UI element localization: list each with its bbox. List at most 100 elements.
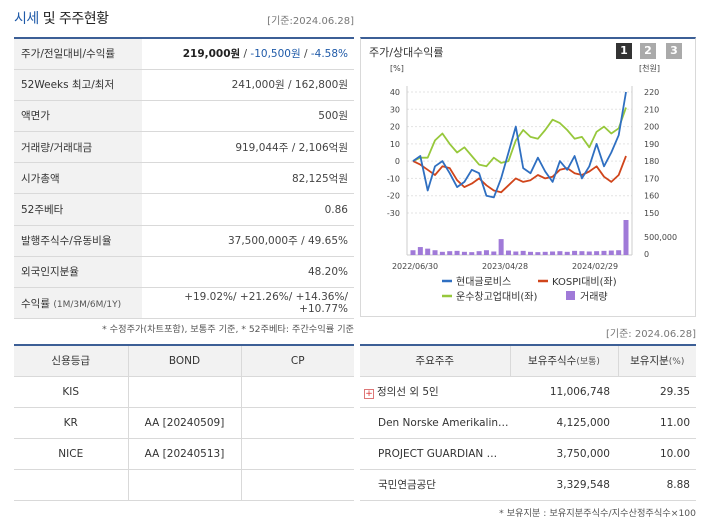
holders-footnote: * 보유지분 : 보유지분주식수/지수산정주식수×100: [499, 508, 696, 519]
base-date: [기준:2024.06.28]: [267, 16, 354, 27]
right-tick-label: 170: [644, 174, 659, 183]
credit-header-agency: 신용등급: [14, 345, 128, 377]
volume-tick-label: 500,000: [644, 233, 677, 242]
volume-bar: [491, 251, 497, 255]
chart-panel: [360, 37, 696, 317]
volume-bar: [586, 251, 592, 255]
volume-bar: [579, 251, 585, 255]
chart-legend: 현대글로비스 KOSPI대비(좌) 운수창고업대비(좌) 거래량: [442, 276, 617, 303]
holder-name: 국민연금공단: [378, 479, 436, 491]
legend-label: 운수창고업대비(좌): [456, 290, 538, 303]
foreign-value: 48.20%: [142, 256, 354, 289]
left-tick-label: -10: [387, 174, 400, 183]
foreign-row: 외국인지분율 48.20%: [14, 256, 354, 289]
w52-row: 52Weeks 최고/최저 241,000원 / 162,800원: [14, 69, 354, 101]
series-line: [412, 91, 627, 199]
legend-label: 현대글로비스: [456, 276, 511, 288]
credit-row: [14, 469, 354, 501]
left-tick-label: -30: [387, 209, 400, 218]
volume-bar: [557, 251, 563, 255]
right-axis-unit: [천원]: [639, 63, 660, 73]
volume-bar: [623, 220, 629, 255]
left-tick-label: -20: [387, 192, 400, 201]
price-row: 주가/전일대비/수익률 219,000원 / -10,500원 / -4.58%: [14, 38, 354, 70]
volume-bar: [498, 239, 504, 255]
volume-bar: [542, 251, 548, 255]
volume-row: 거래량/거래대금 919,044주 / 2,106억원: [14, 131, 354, 164]
volume-bar: [410, 250, 416, 255]
relative-return-chart: [%] [천원] 40 30 20 10 0 -10 -20 -30 220 210 200 190…: [387, 63, 677, 303]
holders-base-date: [기준: 2024.06.28]: [605, 329, 696, 340]
x-tick-label: 2022/06/30: [392, 262, 438, 271]
x-tick-label: 2023/04/28: [482, 262, 528, 271]
series-line: [412, 107, 627, 168]
chart-title: 주가/상대수익률: [369, 46, 444, 59]
chart-page-3-button[interactable]: 3: [666, 43, 682, 59]
major-shareholders-table: 주요주주 보유주식수(보통) 보유지분(%) + 정의선 외 5인 11,006,…: [360, 344, 696, 501]
left-tick-label: 30: [390, 105, 400, 114]
par-row: 액면가 500원: [14, 100, 354, 133]
beta-row: 52주베타 0.86: [14, 193, 354, 226]
w52-value: 241,000원 / 162,800원: [142, 69, 354, 101]
holder-name: PROJECT GUARDIAN …: [378, 447, 498, 460]
volume-bar: [476, 251, 482, 255]
credit-rating-table: 신용등급 BOND CP KIS KR AA [20240509] NICE AA …: [14, 344, 354, 501]
holders-header-name: 주요주주: [360, 345, 510, 377]
volume-bar: [454, 250, 460, 255]
price-label: 주가/전일대비/수익률: [14, 38, 142, 70]
volume-bar: [425, 248, 431, 255]
chart-page-1-button[interactable]: 1: [616, 43, 632, 59]
right-tick-label: 150: [644, 209, 659, 218]
credit-header-bond: BOND: [127, 345, 241, 377]
volume-bar: [572, 250, 578, 255]
volume-bar: [513, 251, 519, 255]
chart-page-2-button[interactable]: 2: [640, 43, 656, 59]
volume-bar: [432, 250, 438, 255]
volume-bar: [505, 250, 511, 255]
holder-row: 국민연금공단 3,329,548 8.88: [360, 469, 696, 501]
right-tick-label: 220: [644, 88, 659, 97]
credit-row: KR AA [20240509]: [14, 407, 354, 439]
x-tick-label: 2024/02/29: [572, 262, 618, 271]
volume-bar: [417, 247, 423, 255]
left-tick-label: 20: [390, 123, 400, 132]
credit-row: KIS: [14, 376, 354, 408]
volume-bar: [520, 250, 526, 255]
holder-name: Den Norske Amerikalin…: [378, 416, 508, 429]
volume-bar: [616, 250, 622, 255]
legend-label: 거래량: [580, 291, 608, 303]
price-footnote: * 수정주가(차트포함), 보통주 기준, * 52주베타: 주간수익률 기준: [102, 324, 354, 335]
volume-bar: [469, 252, 475, 255]
legend-swatch: [566, 291, 575, 300]
section-title: 시세 및 주주현황: [14, 11, 109, 27]
volume-bar: [608, 250, 614, 255]
left-tick-label: 0: [395, 157, 400, 166]
holder-name: 정의선 외 5인: [377, 386, 439, 398]
price-value: 219,000원 / -10,500원 / -4.58%: [142, 38, 354, 70]
shares-row: 발행주식수/유동비율 37,500,000주 / 49.65%: [14, 225, 354, 257]
beta-value: 0.86: [142, 193, 354, 226]
right-tick-label: 210: [644, 105, 659, 114]
holder-row: PROJECT GUARDIAN … 3,750,000 10.00: [360, 438, 696, 470]
holder-row: Den Norske Amerikalin… 4,125,000 11.00: [360, 407, 696, 439]
volume-bar: [535, 252, 541, 255]
right-tick-label: 200: [644, 123, 659, 132]
price-info-table: 주가/전일대비/수익률 219,000원 / -10,500원 / -4.58%…: [14, 37, 354, 320]
credit-header-cp: CP: [240, 345, 354, 377]
volume-bar: [594, 251, 600, 255]
chart-grid: [406, 86, 633, 256]
expand-holder-icon[interactable]: +: [364, 389, 374, 399]
left-axis-unit: [%]: [390, 64, 404, 73]
holder-row: + 정의선 외 5인 11,006,748 29.35: [360, 376, 696, 408]
legend-label: KOSPI대비(좌): [552, 276, 617, 288]
return-row: 수익률 (1M/3M/6M/1Y) +19.02%/ +21.26%/ +14.…: [14, 287, 354, 320]
right-tick-label: 160: [644, 192, 659, 201]
volume-bar: [528, 251, 534, 255]
holders-header-pct: 보유지분(%): [617, 345, 696, 377]
volume-value: 919,044주 / 2,106억원: [142, 131, 354, 164]
mcap-value: 82,125억원: [142, 162, 354, 195]
volume-bar: [461, 251, 467, 255]
volume-tick-label: 0: [644, 250, 649, 259]
volume-bar: [564, 251, 570, 255]
holders-header-shares: 보유주식수(보통): [509, 345, 618, 377]
